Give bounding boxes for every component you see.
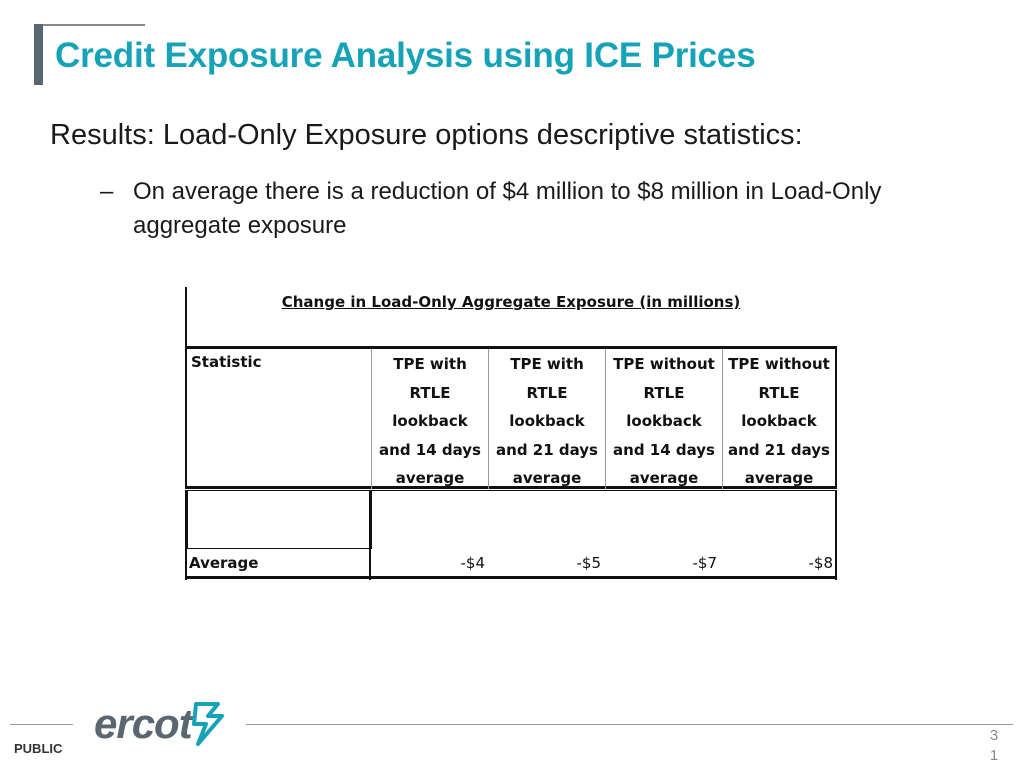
header-col-3-line: RTLE xyxy=(643,383,685,402)
header-col-2-line: RTLE xyxy=(526,383,568,402)
body-values-area xyxy=(369,490,837,580)
statistics-table: Change in Load-Only Aggregate Exposure (… xyxy=(185,287,837,580)
table-body: Average -$4 -$5 -$7 -$8 xyxy=(185,490,837,580)
header-col-4-line: lookback xyxy=(741,412,817,430)
bullet-text: On average there is a reduction of $4 mi… xyxy=(133,178,882,239)
header-col-1-line: average xyxy=(395,469,465,487)
header-col-1-line: TPE with xyxy=(393,355,467,373)
header-col-4-line: and 21 days xyxy=(728,440,830,459)
header-col-4-line: RTLE xyxy=(758,383,800,402)
page-number: 31 xyxy=(989,727,999,764)
classification-label: PUBLIC xyxy=(14,741,63,756)
footer-rule-right xyxy=(246,724,1013,725)
header-col-1-line: RTLE xyxy=(409,383,451,402)
value-cell: -$7 xyxy=(692,554,718,572)
table-row: Average -$4 -$5 -$7 -$8 xyxy=(185,549,837,579)
slide-title: Credit Exposure Analysis using ICE Price… xyxy=(55,36,756,75)
header-col-2-line: and 21 days xyxy=(496,440,598,459)
header-col-2-line: TPE with xyxy=(510,355,584,373)
header-col-1: TPE with RTLE lookback and 14 days avera… xyxy=(371,349,488,489)
header-col-3: TPE without RTLE lookback and 14 days av… xyxy=(605,349,722,489)
table-caption: Change in Load-Only Aggregate Exposure (… xyxy=(281,293,741,311)
ercot-logo-mark-icon xyxy=(192,702,224,746)
header-col-2: TPE with RTLE lookback and 21 days avera… xyxy=(488,349,605,489)
bullet-dash: – xyxy=(100,178,114,205)
header-col-1-line: and 14 days xyxy=(379,440,481,459)
header-col-2-line: lookback xyxy=(509,412,585,430)
body-left-column xyxy=(185,490,372,580)
footer-rule-left xyxy=(10,724,73,725)
table-header: Statistic TPE with RTLE lookback and 14 … xyxy=(185,346,837,489)
header-col-4-line: average xyxy=(744,469,814,487)
title-accent-line xyxy=(34,24,145,26)
ercot-logo: ercot xyxy=(94,700,193,747)
slide-subtitle: Results: Load-Only Exposure options desc… xyxy=(50,119,803,151)
value-cell: -$4 xyxy=(460,554,486,572)
header-col-3-line: TPE without xyxy=(613,355,715,373)
empty-cell xyxy=(187,490,372,549)
header-col-4: TPE without RTLE lookback and 21 days av… xyxy=(722,349,835,489)
value-cell: -$8 xyxy=(808,554,834,572)
header-col-3-line: average xyxy=(629,469,699,487)
table-left-rule xyxy=(185,287,187,347)
row-label-average: Average xyxy=(189,554,259,572)
header-col-2-line: average xyxy=(512,469,582,487)
header-col-4-line: TPE without xyxy=(728,355,830,373)
header-statistic: Statistic xyxy=(191,353,262,371)
header-col-3-line: and 14 days xyxy=(613,440,715,459)
value-cell: -$5 xyxy=(576,554,602,572)
header-col-3-line: lookback xyxy=(626,412,702,430)
header-col-1-line: lookback xyxy=(392,412,468,430)
title-accent-bar xyxy=(34,24,43,85)
